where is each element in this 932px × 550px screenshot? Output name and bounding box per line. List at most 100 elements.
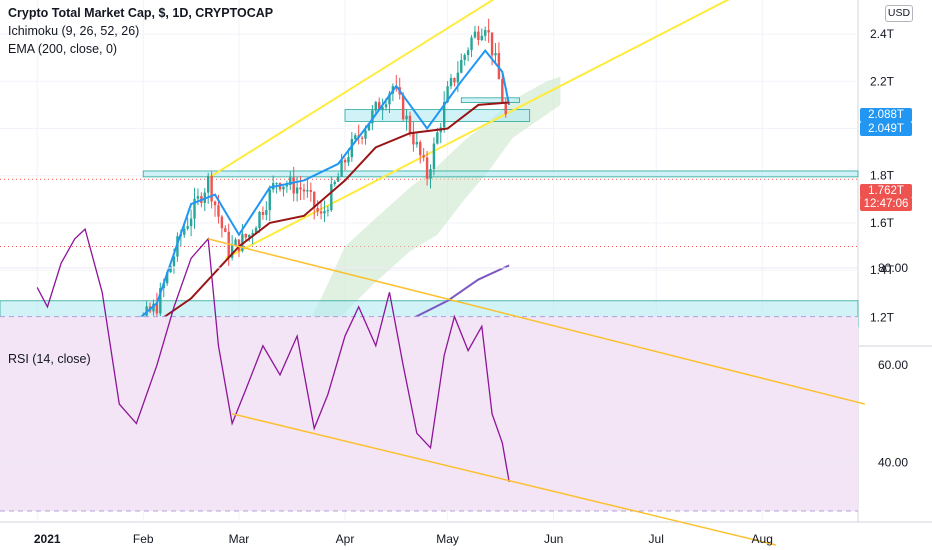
candle-body — [306, 190, 309, 192]
x-tick-label: Mar — [229, 532, 250, 546]
candle-body — [374, 102, 377, 111]
candle-body — [186, 226, 189, 229]
candle-body — [347, 157, 350, 163]
rsi-line — [36, 227, 510, 482]
candle-body — [234, 239, 237, 246]
candle-body — [504, 102, 507, 115]
candle-body — [367, 123, 371, 131]
candle-body — [217, 205, 220, 217]
candle-body — [248, 234, 251, 238]
candle-body — [432, 143, 436, 170]
candle-body — [340, 159, 343, 177]
candle-body — [333, 181, 336, 185]
candle-body — [169, 265, 172, 273]
candle-body — [422, 155, 425, 158]
candle-body — [210, 175, 213, 202]
candle-body — [442, 102, 446, 128]
candle-body — [463, 55, 466, 60]
x-tick-label: May — [436, 532, 459, 546]
candle-body — [159, 288, 162, 314]
candle-body — [309, 190, 312, 192]
candle-body — [490, 32, 494, 56]
candle-body — [326, 210, 330, 212]
y-tick-label: 1.8T — [870, 169, 895, 183]
candle-body — [343, 159, 347, 163]
candle-body — [258, 212, 261, 228]
candle-body — [265, 210, 268, 215]
candle-body — [323, 210, 326, 214]
ema-legend: EMA (200, close, 0) — [8, 42, 118, 56]
candle-body — [354, 135, 357, 140]
candle-body — [207, 175, 210, 193]
candle-body — [350, 139, 354, 158]
candle-body — [412, 132, 415, 145]
candle-body — [183, 228, 186, 235]
tenkan-line — [108, 49, 511, 346]
x-tick-label: 2021 — [34, 532, 61, 546]
candle-body — [241, 233, 244, 251]
candle-body — [480, 35, 483, 40]
candle-body — [466, 50, 470, 56]
candle-body — [384, 104, 388, 108]
chart-title: Crypto Total Market Cap, $, 1D, CRYPTOCA… — [8, 6, 274, 20]
rsi-legend: RSI (14, close) — [8, 352, 91, 366]
candle-body — [275, 183, 278, 185]
candle-body — [189, 218, 193, 227]
candle-body — [425, 157, 429, 179]
ichimoku-legend: Ichimoku (9, 26, 52, 26) — [8, 24, 140, 38]
ichimoku-cloud — [297, 76, 561, 358]
candle-body — [319, 211, 323, 214]
candle-body — [381, 107, 384, 111]
candle-body — [501, 79, 504, 103]
candle-body — [196, 196, 200, 199]
candle-body — [261, 212, 265, 215]
candle-body — [378, 102, 381, 111]
candle-body — [449, 78, 453, 87]
candle-body — [230, 245, 234, 258]
candle-body — [419, 141, 422, 156]
kijun-price-badge: 2.088T — [860, 108, 912, 122]
candle-body — [484, 30, 487, 36]
candle-body — [227, 231, 230, 258]
candle-body — [456, 72, 460, 83]
x-tick-label: Jul — [649, 532, 664, 546]
candle-body — [408, 115, 412, 133]
candle-body — [494, 53, 497, 56]
candle-body — [285, 185, 289, 187]
candle-body — [313, 191, 316, 208]
candle-body — [415, 141, 419, 145]
x-tick-label: Jun — [544, 532, 563, 546]
support-zone — [460, 97, 520, 103]
rsi-tick-label: 60.00 — [878, 358, 908, 372]
y-tick-label: 1.6T — [870, 216, 895, 230]
candle-body — [473, 31, 477, 38]
candle-body — [487, 30, 490, 33]
candle-body — [165, 272, 169, 284]
candle-body — [371, 110, 374, 124]
trend-channel-upper — [207, 0, 495, 179]
candle-body — [436, 132, 439, 144]
rsi-trendline-lower — [231, 413, 777, 546]
candle-body — [220, 216, 224, 229]
rsi-tick-label: 40.00 — [878, 455, 908, 469]
candle-body — [470, 37, 473, 51]
candle-body — [152, 303, 155, 312]
chart-legend: Crypto Total Market Cap, $, 1D, CRYPTOCA… — [8, 4, 273, 58]
candle-body — [292, 177, 295, 194]
x-tick-label: Feb — [133, 532, 154, 546]
currency-button[interactable]: USD — [885, 5, 913, 22]
candle-body — [429, 169, 432, 179]
candle-body — [336, 176, 340, 182]
candle-body — [282, 186, 285, 190]
y-tick-label: 1.4T — [870, 263, 895, 277]
x-tick-label: Apr — [336, 532, 355, 546]
candle-body — [244, 233, 248, 238]
candle-body — [251, 233, 254, 235]
candle-body — [254, 227, 258, 234]
rsi-trendline-upper — [208, 238, 866, 405]
candle-body — [289, 177, 292, 186]
rsi-band-fill — [0, 316, 858, 511]
y-tick-label: 2.4T — [870, 27, 895, 41]
x-tick-label: Aug — [752, 532, 773, 546]
